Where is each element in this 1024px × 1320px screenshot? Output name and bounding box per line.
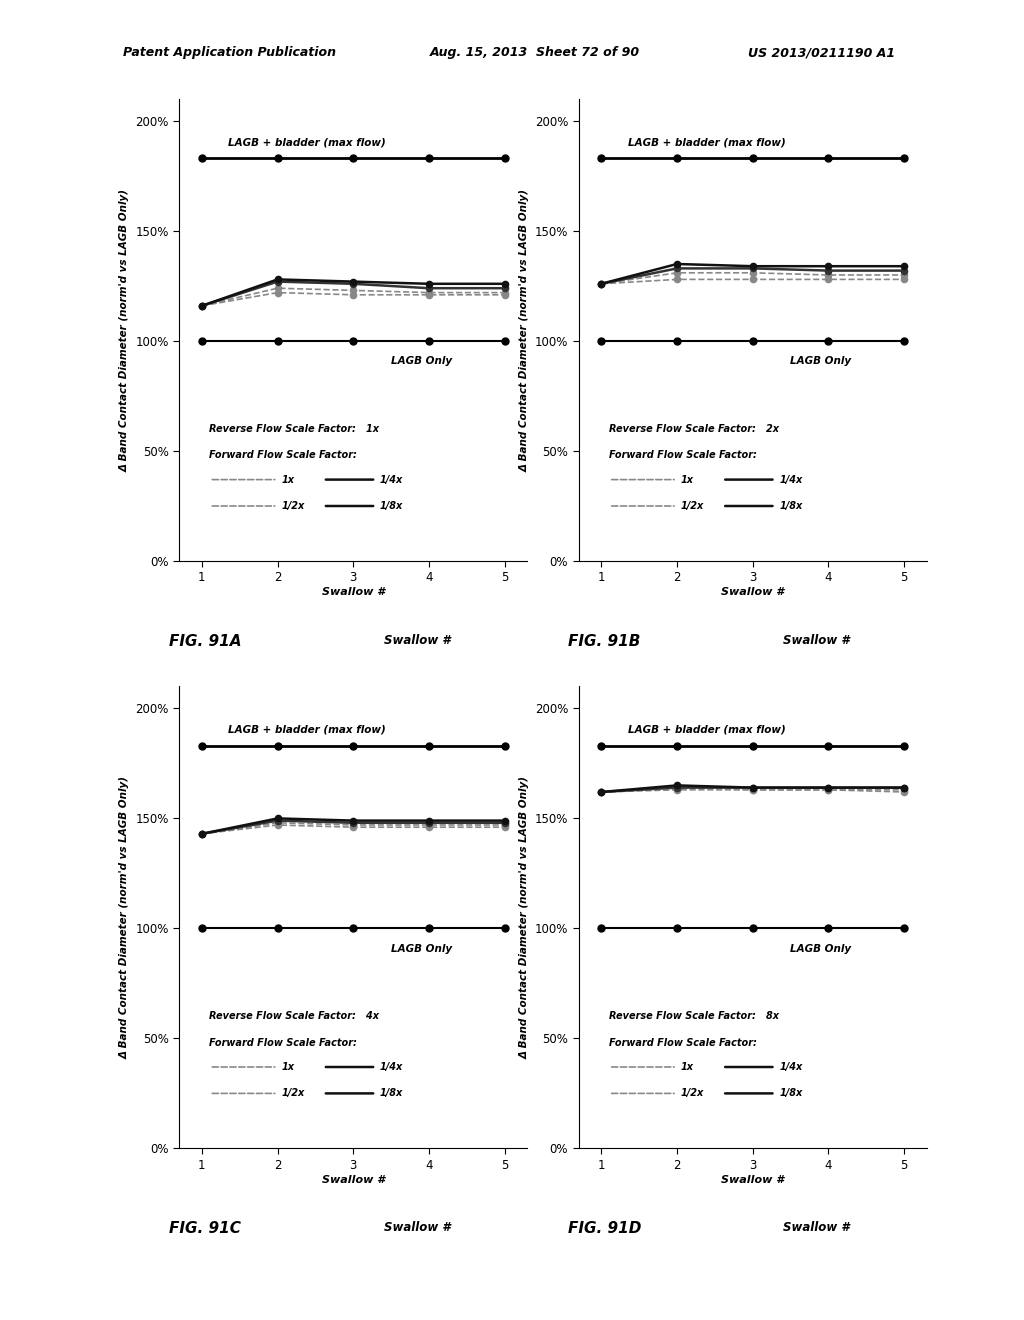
Text: 1/4x: 1/4x bbox=[779, 475, 803, 484]
Y-axis label: Δ Band Contact Diameter (norm'd vs LAGB Only): Δ Band Contact Diameter (norm'd vs LAGB … bbox=[519, 189, 529, 471]
Text: 1x: 1x bbox=[681, 475, 693, 484]
Text: 1/8x: 1/8x bbox=[380, 1089, 403, 1098]
Y-axis label: Δ Band Contact Diameter (norm'd vs LAGB Only): Δ Band Contact Diameter (norm'd vs LAGB … bbox=[120, 189, 130, 471]
Text: Aug. 15, 2013  Sheet 72 of 90: Aug. 15, 2013 Sheet 72 of 90 bbox=[430, 46, 640, 59]
Text: LAGB Only: LAGB Only bbox=[391, 356, 453, 367]
Text: 1/4x: 1/4x bbox=[380, 1063, 403, 1072]
Text: 1/2x: 1/2x bbox=[681, 502, 703, 511]
Text: Reverse Flow Scale Factor:   1x: Reverse Flow Scale Factor: 1x bbox=[210, 424, 380, 434]
X-axis label: Swallow #: Swallow # bbox=[721, 587, 784, 597]
Text: FIG. 91B: FIG. 91B bbox=[568, 634, 641, 648]
Text: LAGB Only: LAGB Only bbox=[791, 356, 852, 367]
Y-axis label: Δ Band Contact Diameter (norm'd vs LAGB Only): Δ Band Contact Diameter (norm'd vs LAGB … bbox=[120, 776, 130, 1059]
Text: 1/4x: 1/4x bbox=[380, 475, 403, 484]
Text: 1/2x: 1/2x bbox=[681, 1089, 703, 1098]
Text: US 2013/0211190 A1: US 2013/0211190 A1 bbox=[748, 46, 895, 59]
Text: LAGB Only: LAGB Only bbox=[791, 944, 852, 954]
Text: Forward Flow Scale Factor:: Forward Flow Scale Factor: bbox=[210, 450, 357, 461]
X-axis label: Swallow #: Swallow # bbox=[721, 1175, 784, 1184]
Text: 1/8x: 1/8x bbox=[779, 502, 803, 511]
Text: FIG. 91D: FIG. 91D bbox=[568, 1221, 642, 1236]
Text: Forward Flow Scale Factor:: Forward Flow Scale Factor: bbox=[210, 1038, 357, 1048]
Text: 1/8x: 1/8x bbox=[779, 1089, 803, 1098]
Text: 1x: 1x bbox=[282, 475, 294, 484]
Text: Forward Flow Scale Factor:: Forward Flow Scale Factor: bbox=[609, 450, 757, 461]
Text: FIG. 91A: FIG. 91A bbox=[169, 634, 242, 648]
Text: 1/4x: 1/4x bbox=[779, 1063, 803, 1072]
X-axis label: Swallow #: Swallow # bbox=[322, 1175, 385, 1184]
Text: LAGB + bladder (max flow): LAGB + bladder (max flow) bbox=[628, 137, 785, 148]
Y-axis label: Δ Band Contact Diameter (norm'd vs LAGB Only): Δ Band Contact Diameter (norm'd vs LAGB … bbox=[519, 776, 529, 1059]
Text: Swallow #: Swallow # bbox=[783, 1221, 850, 1234]
Text: LAGB + bladder (max flow): LAGB + bladder (max flow) bbox=[628, 725, 785, 735]
Text: FIG. 91C: FIG. 91C bbox=[169, 1221, 241, 1236]
Text: LAGB + bladder (max flow): LAGB + bladder (max flow) bbox=[228, 137, 386, 148]
Text: Reverse Flow Scale Factor:   4x: Reverse Flow Scale Factor: 4x bbox=[210, 1011, 380, 1022]
Text: LAGB Only: LAGB Only bbox=[391, 944, 453, 954]
Text: Reverse Flow Scale Factor:   8x: Reverse Flow Scale Factor: 8x bbox=[609, 1011, 779, 1022]
X-axis label: Swallow #: Swallow # bbox=[322, 587, 385, 597]
Text: LAGB + bladder (max flow): LAGB + bladder (max flow) bbox=[228, 725, 386, 735]
Text: Swallow #: Swallow # bbox=[384, 634, 451, 647]
Text: Swallow #: Swallow # bbox=[384, 1221, 451, 1234]
Text: 1/8x: 1/8x bbox=[380, 502, 403, 511]
Text: 1/2x: 1/2x bbox=[282, 502, 304, 511]
Text: Patent Application Publication: Patent Application Publication bbox=[123, 46, 336, 59]
Text: Swallow #: Swallow # bbox=[783, 634, 850, 647]
Text: 1x: 1x bbox=[282, 1063, 294, 1072]
Text: Reverse Flow Scale Factor:   2x: Reverse Flow Scale Factor: 2x bbox=[609, 424, 779, 434]
Text: Forward Flow Scale Factor:: Forward Flow Scale Factor: bbox=[609, 1038, 757, 1048]
Text: 1x: 1x bbox=[681, 1063, 693, 1072]
Text: 1/2x: 1/2x bbox=[282, 1089, 304, 1098]
